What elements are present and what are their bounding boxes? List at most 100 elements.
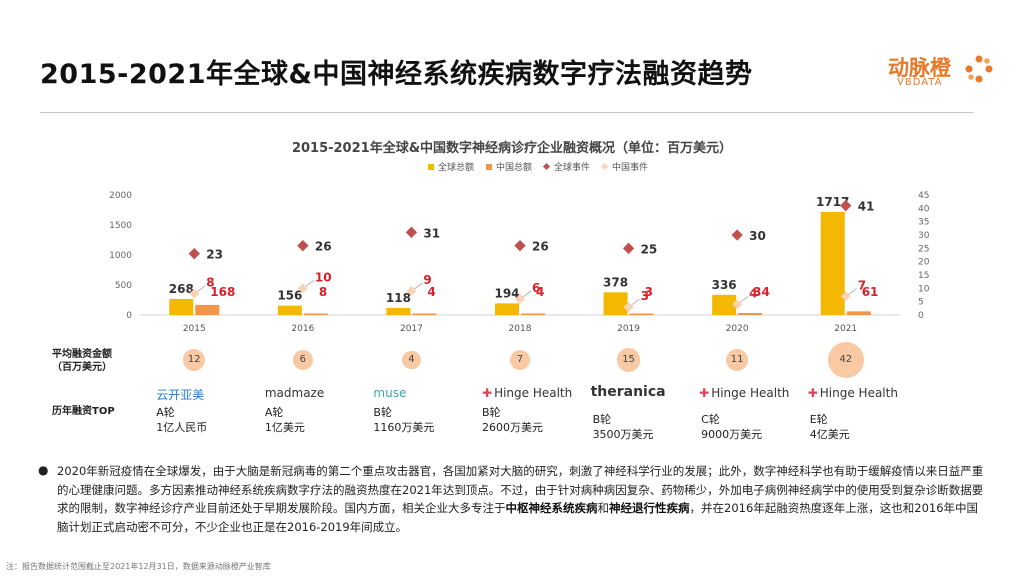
event-global-marker (405, 226, 418, 238)
hinge-health-logo-icon: ✚ (482, 386, 493, 400)
avg-bubble: 6 (293, 350, 313, 370)
bar-china (738, 312, 763, 315)
bar-china (521, 313, 545, 315)
x-axis-tick: 2020 (726, 324, 749, 334)
body-connector: 和 (597, 501, 610, 515)
event-china-label: 7 (858, 278, 866, 292)
event-global-marker (297, 240, 309, 252)
bar-global-label: 268 (169, 282, 194, 296)
logo-text: 动脉橙 (888, 56, 951, 80)
company-name: madmaze (264, 386, 325, 400)
event-global-label: 23 (206, 248, 223, 262)
funding-round-amount: 1亿人民币 (156, 421, 208, 434)
x-axis-tick: 2016 (291, 324, 314, 334)
funding-round-amount: 2600万美元 (482, 421, 543, 434)
bar-china-label: 168 (210, 285, 235, 299)
event-global-label: 31 (423, 226, 440, 240)
x-axis-tick: 2018 (509, 324, 532, 334)
avg-bubble: 7 (509, 349, 531, 371)
event-china-leader (522, 290, 532, 298)
bar-china (629, 313, 654, 315)
funding-round-amount: 9000万美元 (701, 428, 763, 441)
body-highlight-2: 神经退行性疾病 (609, 501, 690, 515)
right-axis-tick: 0 (918, 311, 924, 321)
company-name: 云开亚美 (156, 388, 205, 402)
bullet-icon: ● (38, 463, 49, 477)
bar-china-label: 4 (536, 285, 544, 299)
footnote: 注：报告数据统计范围截止至2021年12月31日，数据来源动脉橙产业智库 (6, 562, 271, 571)
body-text-1: 2020年新冠疫情在全球爆发，由于大脑是新冠病毒的第二个重点攻击器官，各国加紧对… (57, 464, 984, 515)
event-china-label: 3 (641, 289, 649, 303)
body-paragraph: 2020年新冠疫情在全球爆发，由于大脑是新冠病毒的第二个重点攻击器官，各国加紧对… (57, 462, 987, 536)
chart-title: 2015-2021年全球&中国数字神经病诊疗企业融资概况（单位：百万美元） (291, 141, 733, 156)
event-global-label: 26 (315, 240, 332, 254)
company-name: muse (373, 386, 407, 400)
x-axis-tick: 2019 (617, 324, 640, 334)
event-china-leader (848, 288, 857, 295)
legend-swatch (486, 164, 492, 170)
page-title: 2015-2021年全球&中国神经系统疾病数字疗法融资趋势 (40, 59, 753, 90)
avg-row-label-line2: （百万美元） (52, 362, 112, 373)
avg-bubble: 15 (616, 348, 641, 372)
event-china-marker (623, 302, 634, 312)
right-axis-tick: 35 (918, 218, 929, 228)
funding-round: A轮 1亿美元 (265, 405, 305, 435)
right-axis-tick: 5 (918, 298, 924, 308)
event-china-label: 9 (423, 273, 431, 287)
funding-round: E轮 4亿美元 (810, 412, 850, 442)
legend-label: 全球事件 (554, 161, 590, 173)
event-china-marker (297, 283, 308, 294)
right-axis-tick: 10 (918, 284, 930, 294)
hinge-health-logo-icon: ✚ (699, 386, 710, 400)
event-china-label: 4 (749, 286, 757, 300)
event-china-leader (631, 298, 640, 306)
funding-round-stage: A轮 (156, 406, 175, 419)
event-global-marker (840, 200, 852, 212)
event-china-leader (197, 285, 206, 292)
right-axis-tick: 40 (918, 204, 930, 214)
x-axis-tick: 2015 (183, 324, 206, 334)
avg-row-label: 平均融资金额 （百万美元） (52, 348, 112, 374)
bar-global-label: 336 (712, 278, 737, 292)
event-global-label: 26 (532, 240, 549, 254)
bar-global (277, 305, 302, 315)
company-name: ✚ Hinge Health (482, 386, 572, 400)
bar-global (603, 292, 628, 315)
event-global-label: 41 (858, 200, 875, 214)
bar-global-label: 118 (386, 291, 411, 305)
funding-round: B轮 3500万美元 (593, 412, 654, 442)
bar-global-label: 156 (277, 289, 302, 303)
event-china-label: 6 (532, 281, 540, 295)
bar-global (386, 307, 411, 315)
event-global-label: 25 (641, 242, 658, 256)
event-global-marker (188, 248, 200, 260)
funding-round-stage: B轮 (592, 413, 612, 426)
bar-china-label: 3 (645, 285, 653, 299)
legend-swatch (428, 164, 434, 170)
left-axis-tick: 2000 (109, 191, 132, 201)
avg-bubble: 11 (726, 349, 749, 371)
funding-round-amount: 4亿美元 (809, 428, 850, 441)
event-global-label: 30 (749, 229, 766, 243)
legend-swatch (542, 162, 551, 171)
legend-label: 全球总额 (438, 161, 474, 173)
company-name-text: Hinge Health (819, 386, 898, 400)
left-axis-tick: 0 (126, 311, 132, 321)
left-axis-tick: 500 (115, 281, 132, 291)
bar-china-label: 4 (427, 285, 435, 299)
funding-chart: 全球总额 中国总额 全球事件 中国事件 0 500 1000 1500 2000 0 5 10 15 20… (109, 161, 930, 334)
top-row-label: 历年融资TOP (52, 406, 115, 417)
funding-round: B轮 1160万美元 (373, 405, 434, 435)
x-axis-tick: 2021 (834, 324, 857, 334)
event-china-leader (305, 280, 315, 287)
bar-global (820, 211, 845, 315)
funding-round-stage: A轮 (264, 406, 284, 419)
logo-icon (965, 55, 993, 83)
bar-china (412, 313, 437, 315)
bar-global (495, 303, 519, 315)
right-axis-tick: 45 (918, 191, 929, 201)
event-china-marker (732, 299, 743, 310)
funding-round-stage: E轮 (809, 413, 828, 426)
event-china-leader (414, 282, 423, 290)
body-highlight-1: 中枢神经系统疾病 (505, 501, 598, 515)
